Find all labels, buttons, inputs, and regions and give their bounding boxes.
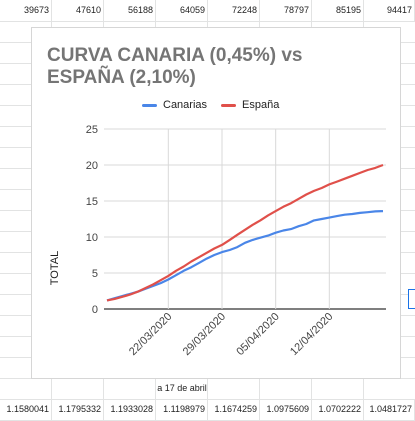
x-tick-label: 12/04/2020 xyxy=(288,311,335,358)
y-tick-label: 0 xyxy=(92,304,98,316)
chart-title: CURVA CANARIA (0,45%) vs ESPAÑA (2,10%) xyxy=(47,45,303,88)
series-lines xyxy=(106,163,384,302)
y-tick-label: 20 xyxy=(86,160,98,172)
cell[interactable]: 1.0481727 xyxy=(364,399,415,420)
cell[interactable]: 47610 xyxy=(52,0,104,21)
cell[interactable]: 1.0975609 xyxy=(260,399,312,420)
x-axis-ticks: 22/03/2020 29/03/2020 05/04/2020 12/04/2020 xyxy=(127,311,335,358)
cell[interactable]: 64059 xyxy=(156,0,208,21)
series-line-canarias xyxy=(106,210,384,302)
cell[interactable]: 1.0702222 xyxy=(312,399,364,420)
cell[interactable]: 1.1674259 xyxy=(208,399,260,420)
cell[interactable]: 94417 xyxy=(364,0,415,21)
chart-legend: Canarias España xyxy=(142,99,293,111)
embedded-chart[interactable]: CURVA CANARIA (0,45%) vs ESPAÑA (2,10%) … xyxy=(31,27,401,379)
legend-swatch-espana xyxy=(221,103,237,107)
legend-item-canarias: Canarias xyxy=(142,99,207,111)
y-tick-label: 15 xyxy=(86,196,98,208)
cell[interactable]: 1.1933028 xyxy=(104,399,156,420)
cell[interactable]: 78797 xyxy=(260,0,312,21)
y-tick-label: 5 xyxy=(92,268,98,280)
legend-label-canarias: Canarias xyxy=(163,99,208,111)
resize-handle[interactable] xyxy=(408,289,415,309)
y-tick-label: 25 xyxy=(86,124,98,136)
cell[interactable]: 72248 xyxy=(208,0,260,21)
gridlines xyxy=(104,128,386,310)
series-line-espana xyxy=(106,163,384,302)
y-axis-ticks: 0 5 10 15 20 25 xyxy=(86,124,98,316)
legend-swatch-canarias xyxy=(142,103,157,107)
cell[interactable]: 1.1580041 xyxy=(0,399,52,420)
y-tick-label: 10 xyxy=(86,232,98,244)
cell[interactable]: 39673 xyxy=(0,0,52,21)
x-tick-label: 22/03/2020 xyxy=(127,311,174,358)
y-axis-label: TOTAL xyxy=(49,251,61,285)
x-tick-label: 29/03/2020 xyxy=(181,311,228,358)
x-tick-label: 05/04/2020 xyxy=(234,311,281,358)
chart-plot-area: 0 5 10 15 20 25 22/03/2020 29/03/2020 05/04/202… xyxy=(49,124,386,358)
cell[interactable]: 1.1795332 xyxy=(52,399,104,420)
cell[interactable]: 85195 xyxy=(312,0,364,21)
caption-cell[interactable]: a 17 de abril xyxy=(157,383,207,393)
cell[interactable]: 56188 xyxy=(104,0,156,21)
cell[interactable]: 1.1198979 xyxy=(156,399,208,420)
legend-label-espana: España xyxy=(242,99,280,111)
legend-item-espana: España xyxy=(221,99,279,111)
